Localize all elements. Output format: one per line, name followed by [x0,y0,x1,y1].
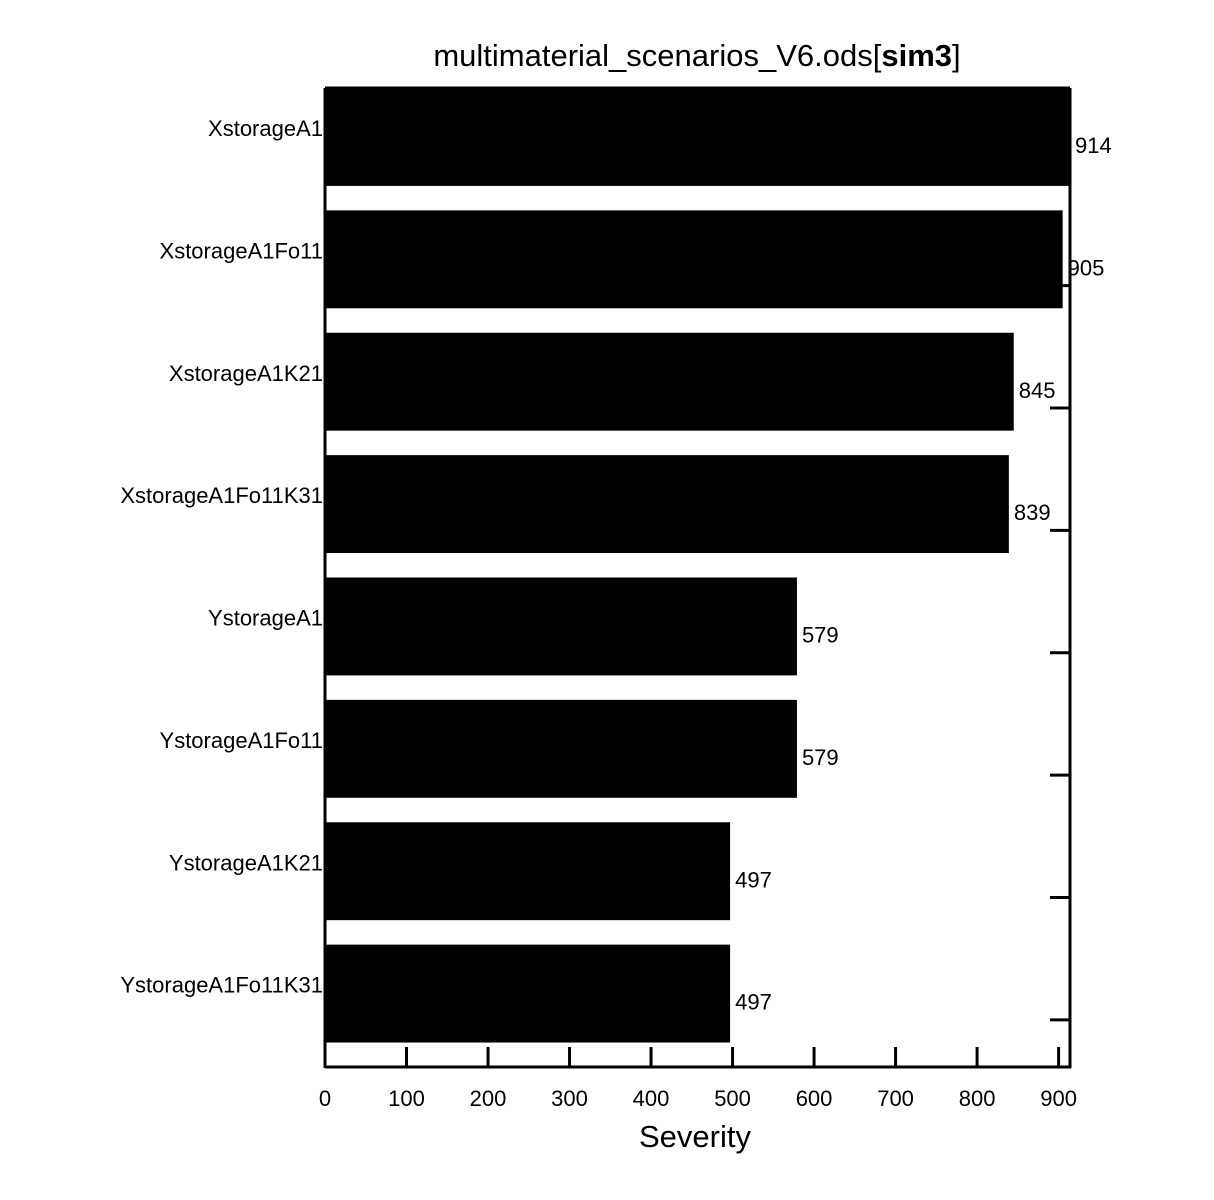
value-label-6: 497 [735,867,772,892]
bar-3 [325,455,1009,554]
x-tick-label-6: 600 [796,1086,833,1111]
x-tick-label-3: 300 [551,1086,588,1111]
value-label-5: 579 [802,745,839,770]
bar-1 [325,210,1063,309]
bar-5 [325,699,797,798]
x-tick-label-7: 700 [877,1086,914,1111]
category-label-4: YstorageA1 [208,606,323,631]
x-tick-label-5: 500 [714,1086,751,1111]
text-labels: XstorageA1 914 XstorageA1Fo11 905 XstorageA1… [120,116,1111,1111]
plot-frame [323,86,1072,1069]
bar-6 [325,822,731,921]
x-tick-label-8: 800 [959,1086,996,1111]
x-tick-label-2: 200 [470,1086,507,1111]
x-tick-label-0: 0 [319,1086,331,1111]
value-label-7: 497 [735,990,772,1015]
x-tick-label-9: 900 [1040,1086,1077,1111]
category-label-1: XstorageA1Fo11 [160,238,323,263]
category-label-0: XstorageA1 [208,116,323,141]
bar-7 [325,944,731,1043]
chart-title-prefix: multimaterial_scenarios_V6.ods[ [433,38,881,73]
value-label-4: 579 [802,623,839,648]
bar-2 [325,332,1014,431]
category-label-6: YstorageA1K21 [169,850,323,875]
value-label-0: 914 [1075,133,1112,158]
bar-0 [325,88,1070,186]
value-label-2: 845 [1019,378,1056,403]
chart-title-suffix: ] [952,38,961,73]
chart-title: multimaterial_scenarios_V6.ods[sim3] [433,38,960,73]
x-tick-label-1: 100 [388,1086,425,1111]
value-label-3: 839 [1014,500,1051,525]
x-tick-label-4: 400 [633,1086,670,1111]
category-label-2: XstorageA1K21 [169,361,323,386]
category-label-7: YstorageA1Fo11K31 [120,973,323,998]
value-label-1: 905 [1068,255,1105,280]
chart-title-bold: sim3 [881,38,952,73]
bars-layer [325,88,1070,1043]
bar-4 [325,577,797,676]
tick-marks [323,161,1070,1067]
category-label-5: YstorageA1Fo11 [160,728,323,753]
x-axis-label: Severity [639,1119,751,1154]
category-label-3: XstorageA1Fo11K31 [120,483,323,508]
